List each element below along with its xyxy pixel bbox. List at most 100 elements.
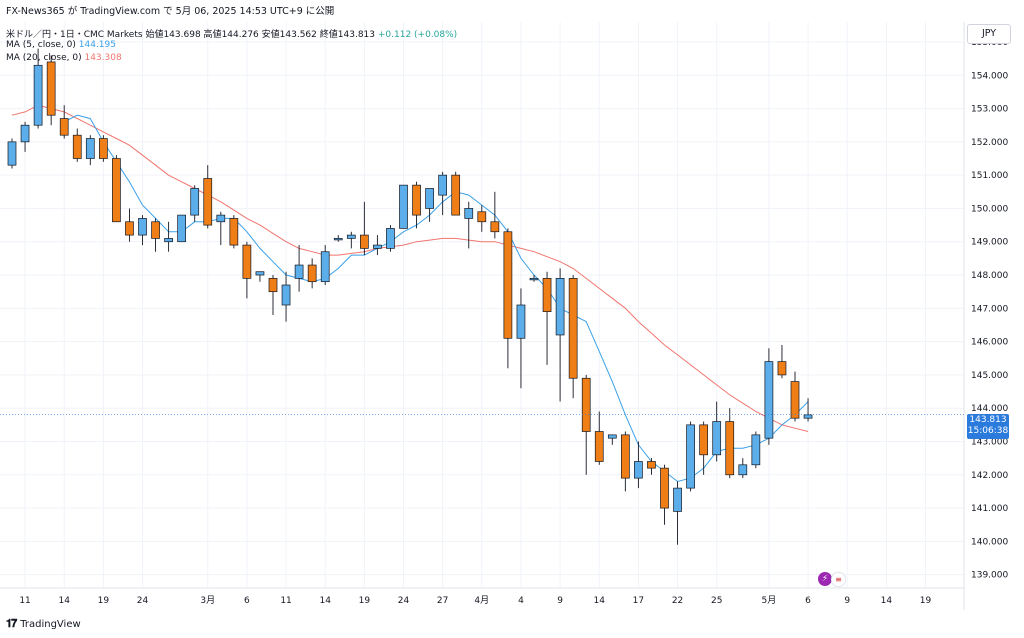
candle[interactable] (568, 275, 578, 399)
candle[interactable] (673, 481, 682, 545)
candle[interactable] (464, 201, 474, 249)
candle[interactable] (503, 228, 513, 369)
candle[interactable] (790, 371, 800, 422)
candle[interactable] (542, 271, 552, 365)
candle-body (425, 188, 434, 209)
candle[interactable] (360, 201, 369, 256)
price-axis[interactable]: 139.000 140.000 141.000 142.000 143.000 144.0… (971, 38, 1008, 581)
open-label: 始値 (145, 30, 164, 40)
currency-button[interactable]: JPY (967, 24, 1011, 44)
bar-countdown: 15:06:38 (967, 426, 1009, 436)
candle[interactable] (373, 235, 382, 256)
indicator-ma5[interactable]: MA (5, close, 0) 144.195 (6, 40, 116, 50)
symbol-name[interactable]: 米ドル／円・1日・CMC Markets (6, 30, 143, 40)
candle[interactable] (255, 271, 265, 282)
candle[interactable] (307, 258, 317, 289)
candle[interactable] (555, 268, 565, 402)
candle[interactable] (281, 271, 291, 322)
candle-body (72, 134, 82, 159)
candle-body (438, 174, 447, 196)
candle[interactable] (725, 408, 735, 479)
candle[interactable] (477, 205, 487, 232)
candle[interactable] (242, 241, 252, 299)
candle[interactable] (125, 208, 134, 242)
candle[interactable] (751, 431, 761, 469)
brand-footer[interactable]: 𝟏𝟕 TradingView (6, 617, 81, 631)
candle[interactable] (594, 411, 604, 465)
time-tick-label: 27 (437, 596, 448, 606)
candle[interactable] (764, 348, 774, 445)
event-lightning-icon[interactable]: ⚡ (818, 572, 832, 586)
candle[interactable] (268, 275, 278, 315)
candle[interactable] (438, 171, 447, 216)
candle[interactable] (399, 184, 408, 229)
candle[interactable] (581, 374, 591, 475)
candle[interactable] (320, 245, 330, 286)
candle[interactable] (803, 398, 813, 422)
candle-body (320, 251, 330, 283)
candle[interactable] (660, 464, 669, 525)
candle[interactable] (712, 401, 722, 462)
price-tick-label: 152.000 (971, 138, 1008, 148)
candle[interactable] (490, 191, 500, 239)
candle[interactable] (7, 138, 17, 169)
candle-body (255, 271, 265, 276)
candle[interactable] (686, 421, 695, 492)
candle[interactable] (190, 185, 200, 222)
price-tick-label: 150.000 (971, 204, 1008, 214)
close-value: 143.813 (337, 30, 375, 40)
candle[interactable] (777, 344, 787, 379)
ma20-series (11, 104, 809, 432)
candle[interactable] (634, 441, 643, 489)
ma5-label: MA (5, close, 0) (6, 40, 76, 50)
time-tick-label: 4月 (474, 595, 489, 606)
candle[interactable] (59, 105, 69, 139)
candle[interactable] (647, 458, 656, 475)
candle[interactable] (138, 215, 147, 246)
candle[interactable] (164, 221, 173, 252)
candle[interactable] (20, 121, 30, 152)
candle[interactable] (607, 434, 617, 445)
candle-body (20, 124, 30, 143)
candle[interactable] (346, 231, 356, 249)
time-tick-label: 24 (398, 596, 410, 606)
candle[interactable] (516, 288, 526, 389)
candle[interactable] (412, 181, 421, 229)
time-tick-label: 11 (19, 596, 30, 606)
candle[interactable] (203, 165, 213, 229)
candle-body (751, 434, 761, 466)
candle-body (568, 278, 578, 379)
candle[interactable] (294, 245, 304, 292)
time-axis[interactable]: 11 14 19 24 3月 6 11 14 19 24 27 4月 4 9 14 17 22 25 5月 6 9 14 1… (19, 595, 931, 606)
candle-body (399, 184, 408, 229)
candle[interactable] (699, 421, 709, 475)
candle[interactable] (229, 215, 239, 249)
candles[interactable] (7, 48, 813, 545)
candle[interactable] (620, 431, 630, 492)
candle-body (294, 264, 304, 279)
candle[interactable] (425, 188, 434, 222)
candle[interactable] (529, 275, 539, 282)
candle-body (725, 421, 735, 476)
brand-name: TradingView (20, 618, 81, 630)
candle[interactable] (386, 225, 395, 252)
candle[interactable] (333, 235, 343, 242)
candle[interactable] (33, 48, 43, 129)
candle[interactable] (112, 155, 121, 223)
economic-flag-icon[interactable]: ≡ (831, 572, 846, 587)
candle[interactable] (451, 171, 461, 216)
time-tick-label: 24 (137, 596, 149, 606)
candle[interactable] (177, 214, 186, 243)
candle[interactable] (85, 135, 95, 166)
close-label: 終値 (319, 30, 338, 40)
candle[interactable] (46, 55, 56, 126)
candle[interactable] (216, 211, 226, 246)
candle[interactable] (738, 458, 748, 479)
candle[interactable] (98, 135, 108, 162)
candle-body (673, 487, 682, 512)
last-price-tag: 143.813 15:06:38 (967, 414, 1009, 439)
candle[interactable] (72, 128, 82, 162)
indicator-ma20[interactable]: MA (20, close, 0) 143.308 (6, 53, 122, 63)
candle[interactable] (151, 218, 160, 252)
